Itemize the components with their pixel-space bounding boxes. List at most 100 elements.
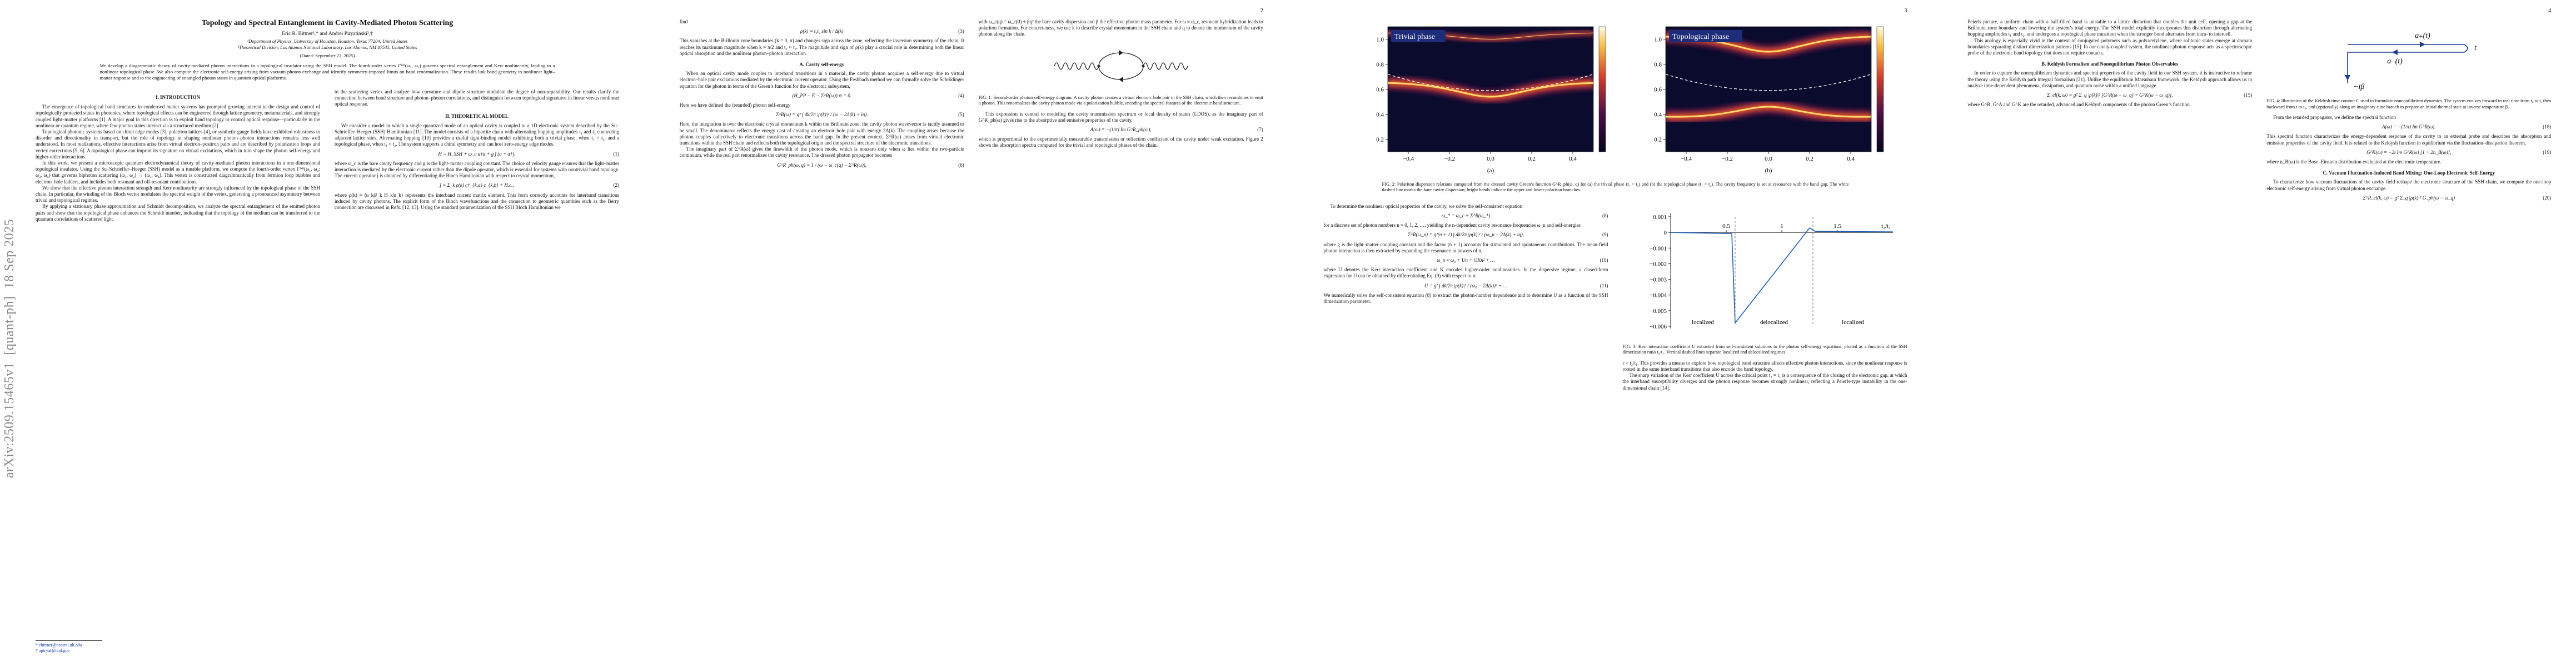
bare-dispersion xyxy=(1665,73,1871,91)
equation: Σ_el(k, ω) = g² Σ_q |ρ(k)|² [G^R(ω − ω_q… xyxy=(1967,92,2252,98)
x-tick-label: −0.4 xyxy=(1681,156,1692,162)
keldysh-contour: a₊(t) a₋(t) t −iβ xyxy=(2345,32,2477,91)
backward-label: a₋(t) xyxy=(2387,57,2403,66)
band-core xyxy=(1665,106,1871,118)
section-heading: I. INTRODUCTION xyxy=(155,94,200,100)
paragraph: To determine the nonlinear optical prope… xyxy=(1330,203,1523,209)
date: (Dated: September 22, 2025) xyxy=(300,53,355,58)
vertex xyxy=(1142,64,1145,68)
page-number: 2 xyxy=(1260,8,1263,14)
figure-caption: FIG. 3: Kerr interaction coefficient U e… xyxy=(1622,344,1907,355)
heatmap-figure: Trivial phase −0.4 −0.2 0.0 0.2 0.4 0.2 0.4 0.6 0… xyxy=(1376,26,1884,174)
x-tick-label: 1 xyxy=(1780,223,1783,230)
x-tick-label: −0.4 xyxy=(1403,156,1414,162)
y-tick-label: −0.005 xyxy=(1650,308,1667,315)
region-label: localized xyxy=(1842,319,1864,326)
kerr-plot: 0.001 0 −0.001 −0.002 −0.003 −0.004 −0.005 −0.0… xyxy=(1650,213,1893,330)
paragraph: We consider a model in which a single qu… xyxy=(335,122,619,147)
equation-body: ω_n ≈ ω₀ + Un + ½Kn² + … xyxy=(1437,257,1495,263)
paragraph: for a discrete set of photon numbers n =… xyxy=(1323,222,1581,228)
footnote-rule xyxy=(36,640,102,641)
y-tick-label: 0.6 xyxy=(1376,87,1384,93)
column: with ω_c(q) = ω_c(0) + βq² the bare cavi… xyxy=(979,19,1263,654)
equation-body: Σ^R(ω_n) = g²(n + 1) ∫ dk/2π |ρ(k)|² / (… xyxy=(1408,232,1524,238)
equation-number: (20) xyxy=(2543,195,2552,201)
paragraph: Peierls picture, a uniform chain with a … xyxy=(1967,19,2253,37)
paragraph: with ω_c(q) = ω_c(0) + βq² the bare cavi… xyxy=(978,19,1263,37)
page: 3 Trivial phase −0.4 −0.2 0.0 0.2 0.4 0.2 0.4 0.6… xyxy=(1288,0,1932,667)
equation-body: U = g² ∫ dk/2π |ρ(k)|² / (ω₀ − 2Δ(k))² +… xyxy=(1424,282,1508,288)
equation-number: (19) xyxy=(2543,149,2552,155)
equation-number: (11) xyxy=(1600,282,1608,288)
panel-title: Trivial phase xyxy=(1394,33,1435,41)
subsection-heading: B. Keldysh Formalism and Nonequilibrium … xyxy=(2041,61,2179,67)
panel-title-bg xyxy=(1391,30,1446,42)
equation: ω_* = ω_c + Σ^R(ω_*) (8) xyxy=(1324,213,1608,219)
arrow xyxy=(2345,75,2351,81)
equation-body: Σ^R_el(k, ω) = g² Σ_q |ρ(k)|² G_ph(ω − ω… xyxy=(2363,195,2455,201)
feynman-diagram xyxy=(1054,49,1188,82)
paragraph: This vanishes at the Brillouin zone boun… xyxy=(679,38,964,56)
equation: Σ^R(ω) = g² ∫ dk/2π |ρ(k)|² / (ω − 2Δ(k)… xyxy=(680,112,964,118)
kerr-curve xyxy=(1670,227,1893,325)
figure: FIG. 1: Second-order photon self-energy … xyxy=(979,41,1263,107)
footnote: † apiryat@lanl.gov xyxy=(36,648,70,653)
colorbar xyxy=(1598,26,1606,152)
y-tick-label: −0.006 xyxy=(1650,323,1667,330)
equation-number: (9) xyxy=(1602,232,1608,238)
y-tick-label: 0.2 xyxy=(1376,137,1384,143)
panel-title-bg xyxy=(1668,30,1742,42)
footnotes: * ebittner@central.uh.edu † apiryat@lanl.… xyxy=(36,640,102,654)
column: I. INTRODUCTION The emergence of topologi… xyxy=(36,89,320,654)
panel-label: (a) xyxy=(1487,167,1494,174)
arrow xyxy=(2420,42,2426,47)
figure-caption: FIG. 4: Illustration of the Keldysh time… xyxy=(2266,98,2552,109)
equation-body: G^K(ω) = −2i Im G^R(ω) [1 + 2n_B(ω)], xyxy=(2366,149,2452,155)
x-tick-label: −0.2 xyxy=(1444,156,1455,162)
full-width-area: Trivial phase −0.4 −0.2 0.0 0.2 0.4 0.2 0.4 0.6 0… xyxy=(1324,19,1907,198)
equation: A(ω) = −(1/π) Im G^R(ω). (18) xyxy=(2266,124,2551,130)
paragraph: which is proportional to the experimenta… xyxy=(978,136,1263,148)
equation-body: (H_PP − E − Σ^R(ω)) ψ = 0. xyxy=(792,92,852,98)
colorbar xyxy=(1876,26,1884,152)
paragraph: r = t₂/t₁. This provides a means to expl… xyxy=(1622,360,1907,372)
equation-number: (3) xyxy=(958,28,964,34)
paragraph: This spectral function characterizes the… xyxy=(2266,133,2552,146)
paragraph: The imaginary part of Σ^R(ω) gives the l… xyxy=(679,146,964,158)
y-tick-label: 1.0 xyxy=(1376,37,1384,43)
subsection-heading: A. Cavity self-energy xyxy=(799,62,845,68)
equation-body: A(ω) = −(1/π) Im G^R_ph(ω), xyxy=(1090,127,1152,133)
time-label: t xyxy=(2474,44,2477,52)
paragraph: By applying a stationary phase approxima… xyxy=(36,203,320,222)
equation-body: Σ^R(ω) = g² ∫ dk/2π |ρ(k)|² / (ω − 2Δ(k)… xyxy=(776,112,868,118)
paragraph: This analogy is especially vivid in the … xyxy=(1967,37,2253,56)
equation-number: (8) xyxy=(1602,213,1608,219)
y-tick-label: 0.8 xyxy=(1376,62,1384,68)
footnote: * ebittner@central.uh.edu xyxy=(36,643,82,648)
equation-number: (18) xyxy=(2543,124,2552,130)
section-heading: II. THEORETICAL MODEL xyxy=(445,113,509,119)
y-tick-label: 0.2 xyxy=(1654,137,1662,143)
column: find ρ(k) = t₁t₂ sin k / Δ(k) (3) This vani… xyxy=(680,19,964,654)
turn xyxy=(2464,44,2469,53)
equation: G^R_ph(ω, q) = 1 / (ω − ω_c(q) − Σ^R(ω))… xyxy=(680,162,964,168)
equation: A(ω) = −(1/π) Im G^R_ph(ω), (7) xyxy=(979,127,1263,133)
column: To determine the nonlinear optical prope… xyxy=(1324,203,1608,654)
y-tick-label: 1.0 xyxy=(1654,37,1662,43)
region-label: delocalized xyxy=(1760,319,1788,326)
equation-body: A(ω) = −(1/π) Im G^R(ω). xyxy=(2382,124,2436,130)
paragraph: In order to capture the nonequilibrium d… xyxy=(1967,70,2253,88)
columns: To determine the nonlinear optical prope… xyxy=(1324,203,1907,654)
y-tick-label: 0.6 xyxy=(1654,87,1662,93)
arrow xyxy=(2392,49,2398,55)
equation-number: (15) xyxy=(2244,92,2253,98)
page-number: 3 xyxy=(1904,8,1907,14)
equation: Σ^R_el(k, ω) = g² Σ_q |ρ(k)|² G_ph(ω − ω… xyxy=(2266,195,2551,201)
equation: H = H_SSH + ω_c a†a + g ĵ (a + a†), (1) xyxy=(335,151,619,157)
equation-number: (5) xyxy=(958,112,964,118)
page: Topology and Spectral Entanglement in Ca… xyxy=(0,0,644,667)
equation-number: (4) xyxy=(958,92,964,98)
arrow xyxy=(1118,76,1123,82)
photon-line xyxy=(1143,62,1188,70)
